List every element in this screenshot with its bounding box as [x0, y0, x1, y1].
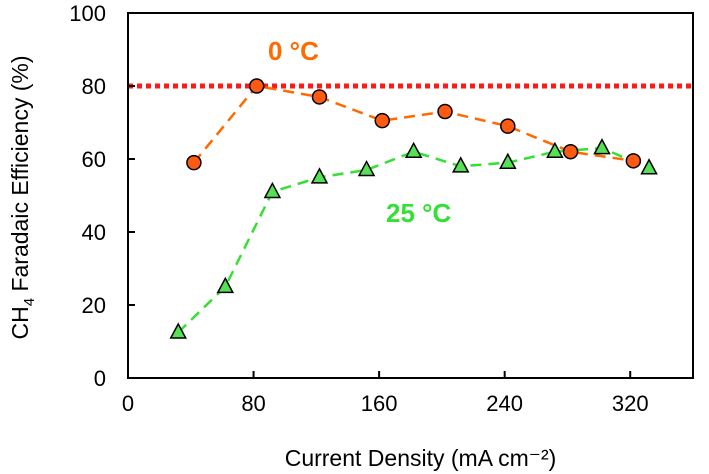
series-label-25c: 25 °C — [386, 198, 452, 228]
data-point-circle — [311, 89, 328, 105]
data-point-triangle — [216, 276, 235, 294]
y-axis-title-rest: Faradaic Efficiency (%) — [7, 55, 33, 297]
data-point-triangle — [546, 141, 564, 159]
x-tick-label: 0 — [122, 391, 134, 416]
data-point-circle — [562, 143, 579, 160]
data-point-triangle — [169, 322, 187, 339]
x-tick-label: 240 — [486, 391, 523, 416]
data-point-circle — [374, 112, 390, 129]
y-axis-title: CH4 Faradaic Efficiency (%) — [7, 55, 38, 339]
series-line-0 — [192, 84, 634, 164]
y-tick-label: 0 — [94, 366, 106, 391]
x-tick-label: 80 — [241, 391, 265, 416]
y-tick-label: 40 — [82, 220, 106, 245]
data-point-circle — [500, 118, 516, 134]
data-point-triangle — [404, 141, 423, 159]
data-point-triangle — [310, 167, 329, 184]
y-axis-title-subscript: 4 — [21, 298, 38, 306]
data-point-triangle — [593, 138, 611, 155]
data-point-circle — [248, 78, 265, 94]
x-tick-label: 320 — [612, 391, 649, 416]
data-point-triangle — [263, 181, 282, 199]
x-axis-title: Current Density (mA cm⁻²) — [285, 445, 557, 471]
data-point-triangle — [499, 152, 517, 169]
y-tick-label: 80 — [82, 74, 106, 99]
data-point-circle — [186, 154, 202, 171]
series-label-0c: 0 °C — [268, 36, 319, 66]
data-point-circle — [437, 103, 453, 120]
x-tick-label: 160 — [361, 391, 398, 416]
y-tick-label: 100 — [69, 1, 106, 26]
data-point-circle — [625, 153, 642, 169]
y-axis-title-main: CH — [7, 306, 33, 339]
y-tick-label: 20 — [82, 293, 106, 318]
data-point-triangle — [357, 159, 376, 177]
plot-frame — [127, 12, 694, 379]
data-point-triangle — [451, 156, 470, 173]
y-tick-label: 60 — [82, 147, 106, 172]
series-line-1 — [177, 146, 650, 334]
data-point-triangle — [640, 158, 658, 175]
